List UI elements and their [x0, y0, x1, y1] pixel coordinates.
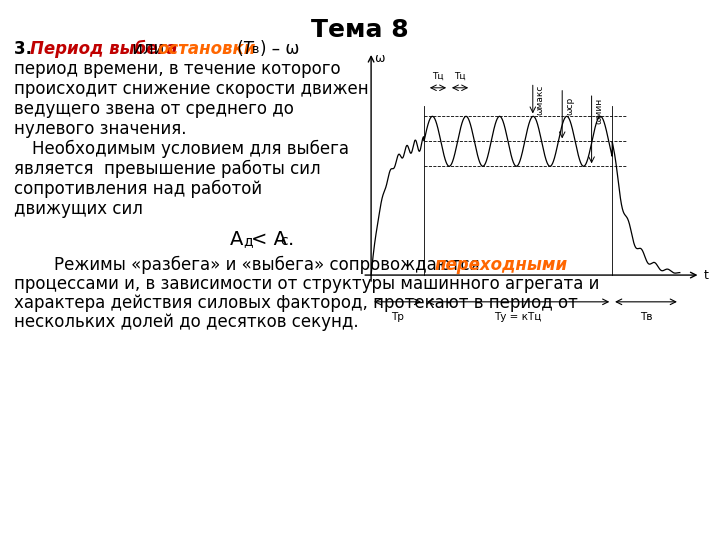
Text: Тв: Тв: [640, 312, 652, 322]
Text: сопротивления над работой: сопротивления над работой: [14, 180, 262, 198]
Text: Тр: Тр: [391, 312, 404, 322]
Text: Тц: Тц: [432, 72, 444, 81]
Text: нулевого значения.: нулевого значения.: [14, 120, 186, 138]
Text: ωмакс: ωмакс: [536, 85, 545, 116]
Text: происходит снижение скорости движен: происходит снижение скорости движен: [14, 80, 369, 98]
Text: ω: ω: [374, 52, 384, 65]
Text: t: t: [703, 268, 708, 281]
Text: нескольких долей до десятков секунд.: нескольких долей до десятков секунд.: [14, 313, 359, 331]
Text: процессами и, в зависимости от структуры машинного агрегата и: процессами и, в зависимости от структуры…: [14, 275, 599, 293]
Text: характера действия силовых фактород, протекают в период от: характера действия силовых фактород, про…: [14, 294, 578, 312]
Text: .: .: [288, 230, 294, 249]
Text: Т: Т: [242, 40, 252, 58]
Text: движущих сил: движущих сил: [14, 200, 143, 218]
Text: или: или: [127, 40, 170, 58]
Text: Необходимым условием для выбега: Необходимым условием для выбега: [32, 140, 349, 158]
Text: остановки: остановки: [157, 40, 256, 58]
Text: Тц: Тц: [454, 72, 466, 81]
Text: Тема 8: Тема 8: [311, 18, 409, 42]
Text: д: д: [243, 234, 253, 248]
Text: в: в: [252, 43, 259, 56]
Text: ωмин: ωмин: [595, 98, 603, 124]
Text: < А: < А: [251, 230, 287, 249]
Text: А: А: [230, 230, 243, 249]
Text: (: (: [232, 40, 243, 58]
Text: переходными: переходными: [435, 256, 568, 274]
Text: является  превышение работы сил: является превышение работы сил: [14, 160, 320, 178]
Text: Ту = кТц: Ту = кТц: [495, 312, 541, 322]
Text: ведущего звена от среднего до: ведущего звена от среднего до: [14, 100, 294, 118]
Text: Период выбега: Период выбега: [30, 40, 177, 58]
Text: ωср: ωср: [565, 97, 574, 115]
Text: с: с: [280, 234, 287, 248]
Text: период времени, в течение которого: период времени, в течение которого: [14, 60, 341, 78]
Text: Режимы «разбега» и «выбега» сопровождаются: Режимы «разбега» и «выбега» сопровождают…: [54, 256, 485, 274]
Text: 3.: 3.: [14, 40, 37, 58]
Text: ) – ω: ) – ω: [260, 40, 300, 58]
